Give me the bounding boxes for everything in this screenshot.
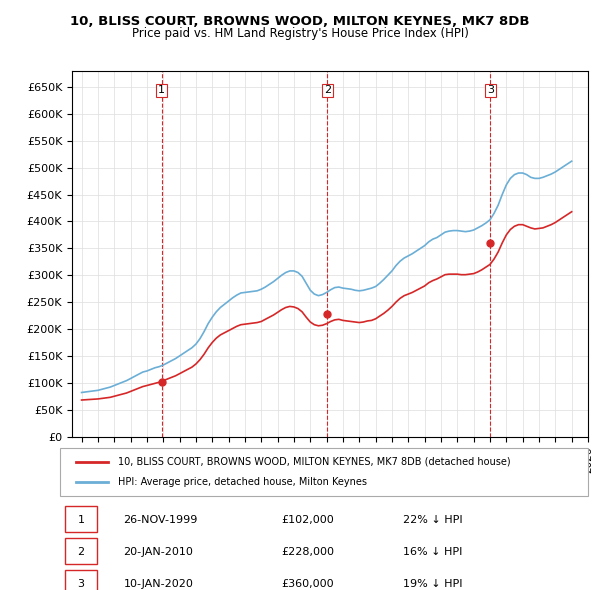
Text: £228,000: £228,000 [282,547,335,556]
Text: HPI: Average price, detached house, Milton Keynes: HPI: Average price, detached house, Milt… [118,477,367,487]
FancyBboxPatch shape [60,448,588,496]
Text: 10, BLISS COURT, BROWNS WOOD, MILTON KEYNES, MK7 8DB (detached house): 10, BLISS COURT, BROWNS WOOD, MILTON KEY… [118,457,511,467]
Text: 10-JAN-2020: 10-JAN-2020 [124,579,193,589]
Text: 3: 3 [77,579,85,589]
Text: 26-NOV-1999: 26-NOV-1999 [124,514,198,525]
FancyBboxPatch shape [65,537,97,563]
Text: 22% ↓ HPI: 22% ↓ HPI [403,514,463,525]
Text: 1: 1 [77,514,85,525]
Text: 16% ↓ HPI: 16% ↓ HPI [403,547,463,556]
Text: 2: 2 [324,86,331,96]
FancyBboxPatch shape [65,506,97,532]
FancyBboxPatch shape [65,570,97,590]
Text: £360,000: £360,000 [282,579,334,589]
Text: 3: 3 [487,86,494,96]
Text: 10, BLISS COURT, BROWNS WOOD, MILTON KEYNES, MK7 8DB: 10, BLISS COURT, BROWNS WOOD, MILTON KEY… [70,15,530,28]
Text: 20-JAN-2010: 20-JAN-2010 [124,547,193,556]
Text: 1: 1 [158,86,165,96]
Text: 2: 2 [77,547,85,556]
Text: Price paid vs. HM Land Registry's House Price Index (HPI): Price paid vs. HM Land Registry's House … [131,27,469,40]
Text: £102,000: £102,000 [282,514,335,525]
Text: 19% ↓ HPI: 19% ↓ HPI [403,579,463,589]
